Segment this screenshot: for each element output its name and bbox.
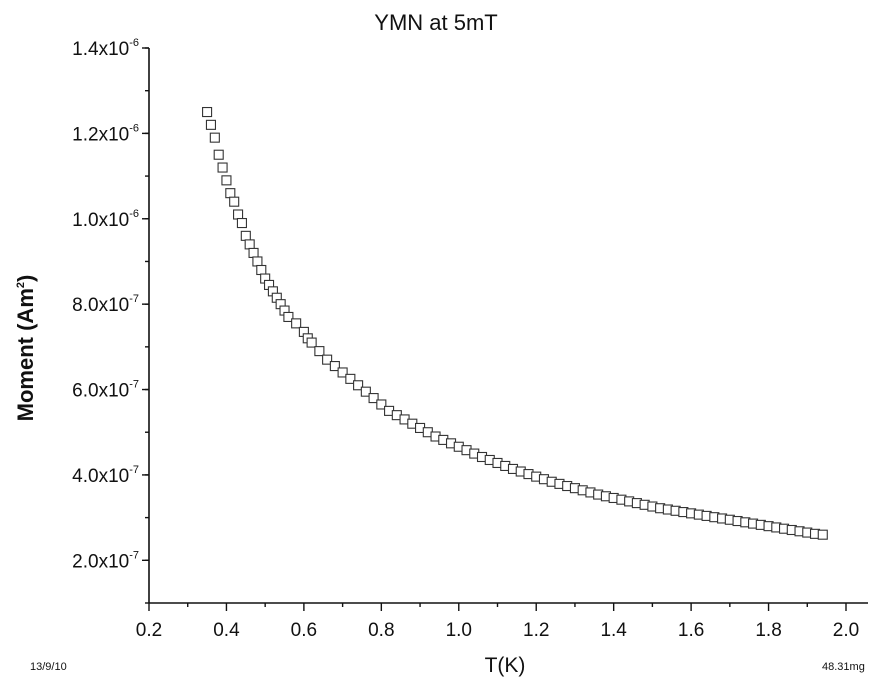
x-tick-label: 0.6 (291, 620, 317, 641)
x-ticks: 0.2 0.4 0.6 0.8 1.0 1.2 1.4 1.6 1.8 2.0 (136, 603, 859, 641)
data-point (248, 247, 259, 258)
y-axis-label-text: Moment (Am (13, 288, 38, 421)
data-point (368, 393, 379, 404)
x-tick-label: 1.2 (523, 620, 549, 641)
data-point (202, 106, 213, 118)
data-point (240, 230, 251, 241)
data-point (256, 264, 267, 276)
data-point (360, 386, 371, 397)
chart-title: YMN at 5mT (374, 10, 497, 35)
data-points (202, 106, 828, 540)
y-tick-label: 1.0x10-6 (72, 208, 139, 231)
x-tick-label: 2.0 (833, 620, 859, 641)
x-tick-label: 0.4 (213, 620, 240, 641)
data-point (244, 239, 255, 250)
footer-date: 13/9/10 (30, 661, 67, 673)
data-point (353, 380, 364, 391)
data-point (209, 132, 220, 143)
data-point (205, 119, 217, 130)
x-tick-label: 1.0 (446, 620, 472, 641)
data-point (314, 346, 325, 357)
data-point (376, 399, 387, 410)
x-tick-label: 1.4 (600, 620, 627, 641)
y-axis-label: Moment (Am2) (13, 275, 38, 422)
x-tick-label: 1.6 (678, 620, 704, 641)
data-point (236, 217, 247, 229)
x-tick-label: 0.2 (136, 620, 162, 641)
data-point (225, 188, 236, 199)
data-point (217, 162, 228, 173)
y-tick-label: 4.0x10-7 (72, 464, 139, 487)
data-point (229, 196, 240, 207)
data-point (283, 311, 294, 323)
data-point (322, 354, 333, 365)
y-tick-label: 2.0x10-7 (72, 549, 139, 572)
data-point (345, 373, 356, 384)
data-point (291, 318, 302, 329)
y-tick-label: 1.2x10-6 (72, 122, 139, 145)
data-point (306, 337, 317, 348)
y-tick-label: 1.4x10-6 (72, 37, 139, 60)
data-point (337, 367, 348, 378)
svg-text:Moment (Am2): Moment (Am2) (13, 275, 38, 422)
y-tick-label: 6.0x10-7 (72, 379, 139, 402)
x-tick-label: 0.8 (368, 620, 394, 641)
x-axis-label: T(K) (485, 654, 526, 677)
y-ticks: 2.0x10-7 4.0x10-7 6.0x10-7 8.0x10-7 1.0x10-6… (72, 37, 149, 604)
y-tick-label: 8.0x10-7 (72, 293, 139, 316)
data-point (817, 529, 828, 540)
footer-mass: 48.31mg (822, 661, 865, 673)
x-tick-label: 1.8 (755, 620, 781, 641)
y-axis-label-sup: 2 (15, 282, 27, 288)
data-point (213, 149, 224, 160)
data-point (233, 209, 244, 220)
data-point (252, 256, 263, 267)
data-point (329, 361, 340, 372)
y-axis-label-close: ) (13, 275, 38, 282)
data-point (221, 175, 232, 186)
